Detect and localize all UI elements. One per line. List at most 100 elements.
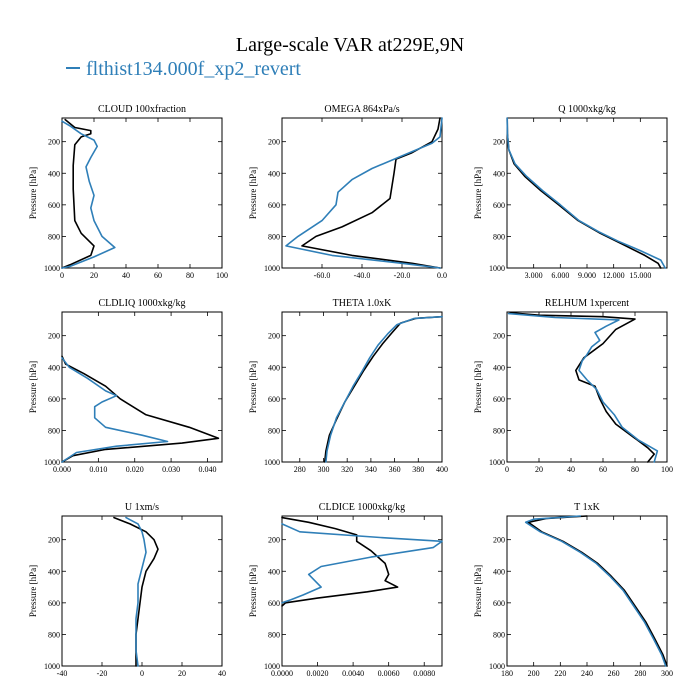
x-tick-label: 9.000 [578,271,596,280]
y-tick-label: 800 [268,426,280,435]
series-line-2 [506,117,667,269]
x-tick-label: 280 [294,465,306,474]
panel-8: CLDICE 1000xkg/kg 0.0000 0.0020 0.0040 0.006… [248,502,443,678]
y-tick-label: 1000 [44,458,60,467]
panel-6: RELHUM 1xpercent 0 20 40 60 80 100 200 400 600 800… [473,298,673,474]
x-tick-label: 0.030 [162,465,180,474]
y-tick-label: 600 [493,201,505,210]
x-tick-label: -40 [57,669,68,678]
panel-3: Q 1000xkg/kg 3.000 6.000 9.000 12.000 15.000 2… [473,104,668,280]
x-tick-label: 180 [501,669,513,678]
panel-2: OMEGA 864xPa/s -60.0 -40.0 -20.0 0.0 200 400 60… [248,104,447,280]
x-tick-label: 100 [216,271,228,280]
x-tick-label: -20.0 [394,271,411,280]
y-tick-label: 600 [48,201,60,210]
y-tick-label: 600 [48,395,60,404]
plot-frame [506,311,668,463]
y-tick-label: 1000 [489,264,505,273]
panel-title: Q 1000xkg/kg [558,104,616,115]
y-tick-label: 600 [268,599,280,608]
panel-9: T 1xK 180 200 220 240 260 280 300 200 400 600 800 10… [473,502,673,678]
y-tick-label: 600 [268,395,280,404]
y-tick-label: 400 [493,169,505,178]
legend-line-swatch [66,67,80,70]
y-tick-label: 800 [48,630,60,639]
x-tick-label: 220 [554,669,566,678]
x-tick-label: 0.020 [126,465,144,474]
panel-5: THETA 1.0xK 280 300 320 340 360 380 400 200 400 60… [248,298,448,474]
series-line-1 [301,117,441,269]
x-tick-label: 40 [122,271,130,280]
x-tick-label: 15.000 [629,271,651,280]
y-tick-label: 600 [493,599,505,608]
x-tick-label: 60 [599,465,607,474]
series-line-1 [509,311,656,463]
plot-frame [61,311,223,463]
y-tick-label: 1000 [489,458,505,467]
y-axis-label: Pressure [hPa] [473,167,483,219]
legend-label: flthist134.000f_xp2_revert [86,58,301,80]
y-tick-label: 1000 [44,662,60,671]
y-tick-label: 400 [48,567,60,576]
series-line-1 [61,118,95,269]
x-tick-label: 0 [140,669,144,678]
y-tick-label: 800 [268,630,280,639]
series-line-2 [325,315,443,463]
y-axis-label: Pressure [hPa] [248,361,258,413]
y-tick-label: 200 [493,536,505,545]
x-tick-label: -60.0 [314,271,331,280]
panel-7: U 1xm/s -40 -20 0 20 40 200 400 600 800 1000 Pressu… [28,502,226,678]
y-tick-label: 400 [48,363,60,372]
y-axis-label: Pressure [hPa] [28,167,38,219]
y-tick-label: 200 [268,536,280,545]
series-line-2 [507,312,659,463]
y-tick-label: 400 [268,169,280,178]
y-tick-label: 1000 [264,458,280,467]
y-tick-label: 800 [48,426,60,435]
y-tick-label: 800 [493,232,505,241]
y-axis-label: Pressure [hPa] [473,361,483,413]
x-tick-label: 100 [661,465,673,474]
x-tick-label: 12.000 [603,271,625,280]
y-tick-label: 600 [48,599,60,608]
series-line-1 [61,355,220,463]
panel-title: CLDLIQ 1000xkg/kg [99,298,186,309]
x-tick-label: 0.000 [53,465,71,474]
series-line-2 [524,515,667,667]
series-line-2 [281,523,443,604]
series-line-2 [285,117,443,269]
x-tick-label: 0.010 [89,465,107,474]
y-tick-label: 400 [268,363,280,372]
legend: flthist134.000f_xp2_revert [66,57,301,81]
x-tick-label: 240 [581,669,593,678]
y-tick-label: 200 [268,332,280,341]
x-tick-label: 0.0020 [307,669,329,678]
x-tick-label: 3.000 [525,271,543,280]
y-axis-label: Pressure [hPa] [248,565,258,617]
y-tick-label: 1000 [264,662,280,671]
x-tick-label: 40 [218,669,226,678]
x-tick-label: 80 [631,465,639,474]
x-tick-label: 80 [186,271,194,280]
x-tick-label: 0.0 [437,271,447,280]
y-axis-label: Pressure [hPa] [473,565,483,617]
x-tick-label: 0.0080 [413,669,435,678]
x-tick-label: 0.0060 [378,669,400,678]
y-tick-label: 200 [493,138,505,147]
y-tick-label: 1000 [44,264,60,273]
y-tick-label: 200 [493,332,505,341]
y-axis-label: Pressure [hPa] [28,361,38,413]
x-tick-label: 20 [535,465,543,474]
series-line-1 [506,117,662,269]
series-line-1 [527,515,668,667]
x-tick-label: 20 [178,669,186,678]
panel-title: T 1xK [574,502,600,513]
y-tick-label: 800 [268,232,280,241]
x-tick-label: 0 [505,465,509,474]
plot-frame [281,515,443,667]
x-tick-label: 0.040 [198,465,216,474]
x-tick-label: 340 [365,465,377,474]
main-title: Large-scale VAR at229E,9N [235,34,465,56]
plot-frame [506,515,668,667]
y-tick-label: 800 [493,426,505,435]
